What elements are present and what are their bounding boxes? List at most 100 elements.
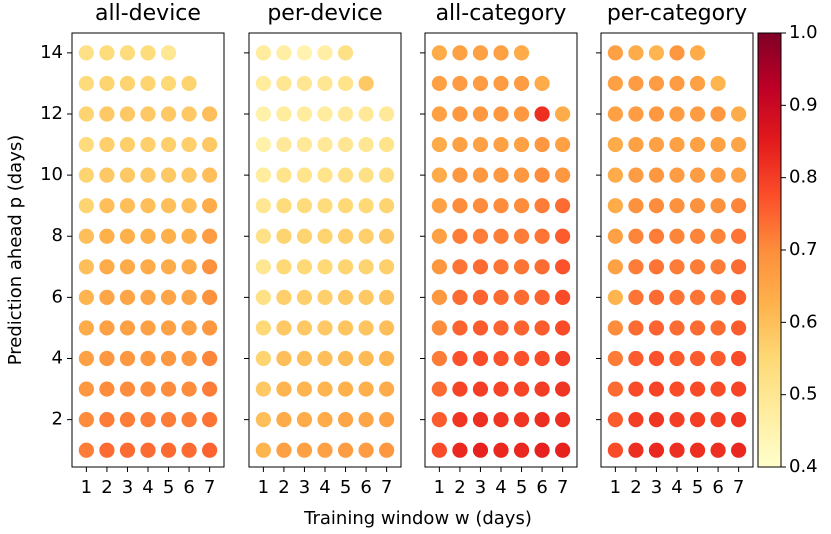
point — [202, 289, 218, 305]
point — [181, 198, 197, 214]
point — [648, 106, 665, 122]
x-tick-label: 3 — [122, 477, 133, 498]
point — [99, 320, 115, 336]
point — [99, 75, 115, 92]
point — [160, 167, 177, 183]
point — [628, 350, 644, 367]
point — [119, 228, 136, 244]
point — [534, 320, 550, 336]
point — [710, 289, 726, 305]
point — [648, 228, 665, 244]
point — [317, 45, 333, 61]
point — [452, 198, 468, 214]
point — [78, 136, 94, 153]
point — [317, 167, 333, 183]
point — [276, 289, 292, 305]
point — [472, 106, 489, 122]
point — [78, 442, 94, 458]
point — [296, 198, 313, 214]
point — [513, 350, 530, 367]
point — [513, 320, 530, 336]
point — [160, 320, 177, 336]
point — [202, 412, 218, 428]
point — [513, 259, 530, 275]
point — [689, 198, 706, 214]
point — [607, 381, 623, 397]
point — [689, 381, 706, 397]
point — [317, 320, 333, 336]
point — [317, 198, 333, 214]
point — [534, 167, 550, 183]
point — [669, 75, 685, 92]
point — [431, 289, 447, 305]
x-tick-label: 2 — [630, 477, 641, 498]
point — [140, 320, 156, 336]
point — [99, 136, 115, 153]
point — [534, 198, 550, 214]
point — [379, 289, 395, 305]
point — [202, 350, 218, 367]
point — [534, 259, 550, 275]
point — [513, 75, 530, 92]
y-tick-label: 10 — [40, 164, 63, 185]
y-axis-label: Prediction ahead p (days) — [5, 135, 26, 366]
point — [710, 198, 726, 214]
point — [431, 320, 447, 336]
point — [513, 289, 530, 305]
point — [689, 136, 706, 153]
point — [493, 75, 509, 92]
point — [296, 167, 313, 183]
point — [472, 289, 489, 305]
point — [276, 381, 292, 397]
point — [452, 381, 468, 397]
point — [255, 412, 271, 428]
point — [181, 75, 197, 92]
point — [296, 350, 313, 367]
point — [78, 75, 94, 92]
point — [472, 75, 489, 92]
point — [181, 442, 197, 458]
point — [140, 136, 156, 153]
point — [379, 259, 395, 275]
point — [628, 45, 644, 61]
point — [160, 412, 177, 428]
point — [555, 259, 571, 275]
point — [317, 106, 333, 122]
point — [710, 136, 726, 153]
point — [607, 412, 623, 428]
point — [731, 381, 747, 397]
point — [337, 442, 354, 458]
point — [493, 198, 509, 214]
point — [296, 320, 313, 336]
point — [472, 381, 489, 397]
point — [160, 289, 177, 305]
x-tick-label: 1 — [610, 477, 621, 498]
point — [78, 198, 94, 214]
point — [276, 45, 292, 61]
point — [78, 289, 94, 305]
point — [689, 228, 706, 244]
point — [337, 198, 354, 214]
point — [358, 259, 374, 275]
point — [628, 136, 644, 153]
point — [140, 106, 156, 122]
point — [648, 412, 665, 428]
x-tick-label: 6 — [183, 477, 194, 498]
point — [119, 106, 136, 122]
point — [358, 381, 374, 397]
point — [99, 289, 115, 305]
point — [337, 106, 354, 122]
point — [119, 136, 136, 153]
point — [731, 228, 747, 244]
point — [358, 75, 374, 92]
point — [555, 228, 571, 244]
point — [493, 350, 509, 367]
point — [648, 167, 665, 183]
point — [689, 75, 706, 92]
x-tick-label: 7 — [733, 477, 744, 498]
point — [628, 412, 644, 428]
point — [452, 167, 468, 183]
point — [628, 289, 644, 305]
point — [731, 136, 747, 153]
